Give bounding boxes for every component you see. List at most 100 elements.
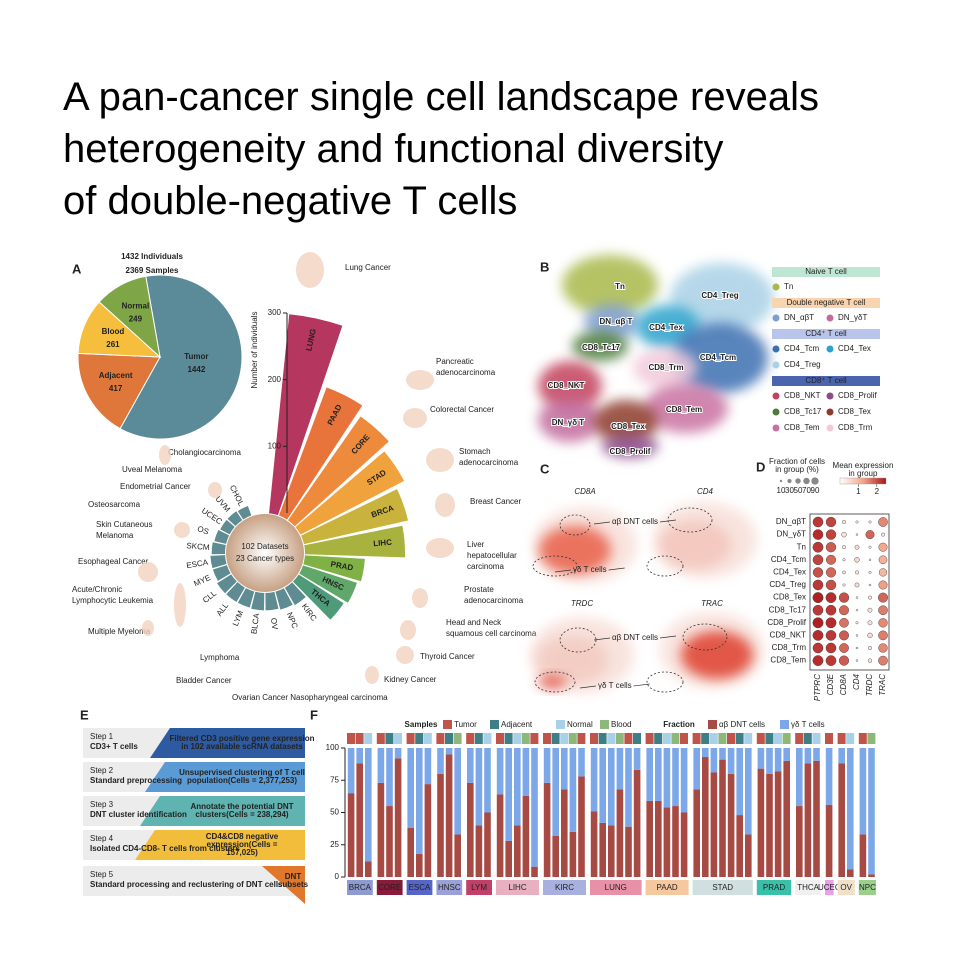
step-name: CD3+ T cells (90, 742, 138, 751)
dot (855, 621, 859, 625)
group-label-bg (347, 880, 373, 895)
cancer-name: Melanoma (96, 531, 134, 540)
step-banner (145, 762, 305, 792)
bar-segment (437, 748, 444, 774)
sample-strip (756, 733, 765, 744)
annotation: γδ T cells (598, 681, 632, 690)
radial-bar (303, 555, 365, 582)
dot (878, 542, 888, 552)
dot (867, 658, 873, 663)
y-tick-label: 100 (326, 743, 340, 752)
cancer-name: Colorectal Cancer (430, 405, 494, 414)
sample-strip (727, 733, 735, 744)
umap-label: DN_γδ T (552, 418, 585, 427)
outline (682, 623, 728, 651)
bar-segment (522, 748, 530, 796)
dot (854, 544, 860, 550)
bar-segment (454, 748, 461, 835)
organ-icon (365, 666, 379, 684)
sample-strip (645, 733, 654, 744)
x-tick-label: KIRC (555, 883, 574, 892)
bar-segment (625, 826, 632, 877)
sample-strip (782, 733, 791, 744)
dot (855, 520, 859, 524)
bar-segment (407, 827, 414, 877)
dot (812, 567, 824, 578)
colorbar-label: 2 (875, 487, 880, 496)
sample-strip (633, 733, 641, 744)
dot (839, 643, 849, 653)
pie-label: Tumor (184, 352, 208, 361)
dot (812, 554, 824, 566)
legend-item: DN_αβT (784, 313, 814, 322)
umap-label: Tn (615, 282, 625, 291)
col-label: CD4 (852, 673, 861, 690)
bar-segment (416, 853, 423, 877)
bar-segment (347, 748, 355, 794)
bar-segment (522, 795, 530, 877)
step-desc: clusters(Cells = 238,294) (195, 810, 289, 819)
dot (812, 655, 824, 666)
dot (812, 604, 824, 616)
sample-strip (551, 733, 560, 744)
y-tick-label: 200 (268, 375, 282, 384)
row-label: CD8_Prolif (767, 618, 806, 627)
dot (854, 582, 860, 588)
sample-strip (774, 733, 782, 744)
radial-bar (211, 542, 226, 555)
panel-label: F (310, 707, 318, 722)
legend-header-bg (772, 267, 880, 277)
col-label: PTPRC (813, 674, 822, 701)
bar-segment (467, 748, 474, 783)
cancer-name: carcinoma (467, 562, 504, 571)
umap-cluster (584, 304, 640, 340)
dot (881, 532, 885, 537)
bar-segment (719, 748, 726, 760)
pie-slice (77, 352, 161, 430)
umap-label: CD8_Trm (648, 363, 683, 372)
bar-segment (625, 748, 632, 827)
cancer-name: Prostate (464, 585, 494, 594)
radial-bar (212, 565, 231, 581)
bar-segment (672, 748, 679, 807)
bar-segment (633, 748, 641, 770)
bar-segment (745, 748, 752, 835)
organ-icon (296, 252, 324, 288)
cancer-name: Head and Neck (446, 618, 502, 627)
radial-bar (284, 582, 306, 606)
cancer-name: Lymphocytic Leukemia (72, 596, 154, 605)
cancer-name: Endometrial Cancer (120, 482, 191, 491)
center-text: 102 Datasets (241, 542, 288, 551)
bar-segment (655, 748, 662, 801)
organ-icon (138, 562, 158, 582)
bar-segment (514, 748, 521, 826)
panel-label: E (80, 707, 89, 722)
pie-value: 261 (106, 340, 120, 349)
dot (842, 583, 846, 587)
group-label-bg (858, 880, 876, 895)
bar-segment (825, 804, 833, 877)
sample-strip (406, 733, 415, 744)
bar-segment (702, 748, 709, 758)
legend-header: Naive T cell (805, 267, 847, 276)
organ-icon (403, 408, 427, 428)
umap-label: CD8_Tem (666, 405, 702, 414)
legend-title: Fraction (663, 720, 695, 729)
cancer-name: adenocarcinoma (464, 596, 524, 605)
umap-label: CD8_Tc17 (582, 343, 621, 352)
dot (812, 579, 824, 591)
bar-segment (377, 748, 385, 783)
pointer (593, 521, 611, 525)
pie-value: 249 (129, 315, 143, 324)
legend-label: αβ DNT cells (719, 720, 765, 729)
dot (867, 620, 873, 626)
dot (867, 632, 873, 639)
row-label: Tn (797, 542, 806, 551)
umap-label: CD4_Treg (701, 291, 738, 300)
dot (838, 592, 850, 603)
bar-segment (552, 748, 559, 836)
dot (825, 630, 837, 641)
bar-segment (445, 748, 453, 755)
sample-strip (718, 733, 727, 744)
group-label-bg (590, 880, 642, 895)
